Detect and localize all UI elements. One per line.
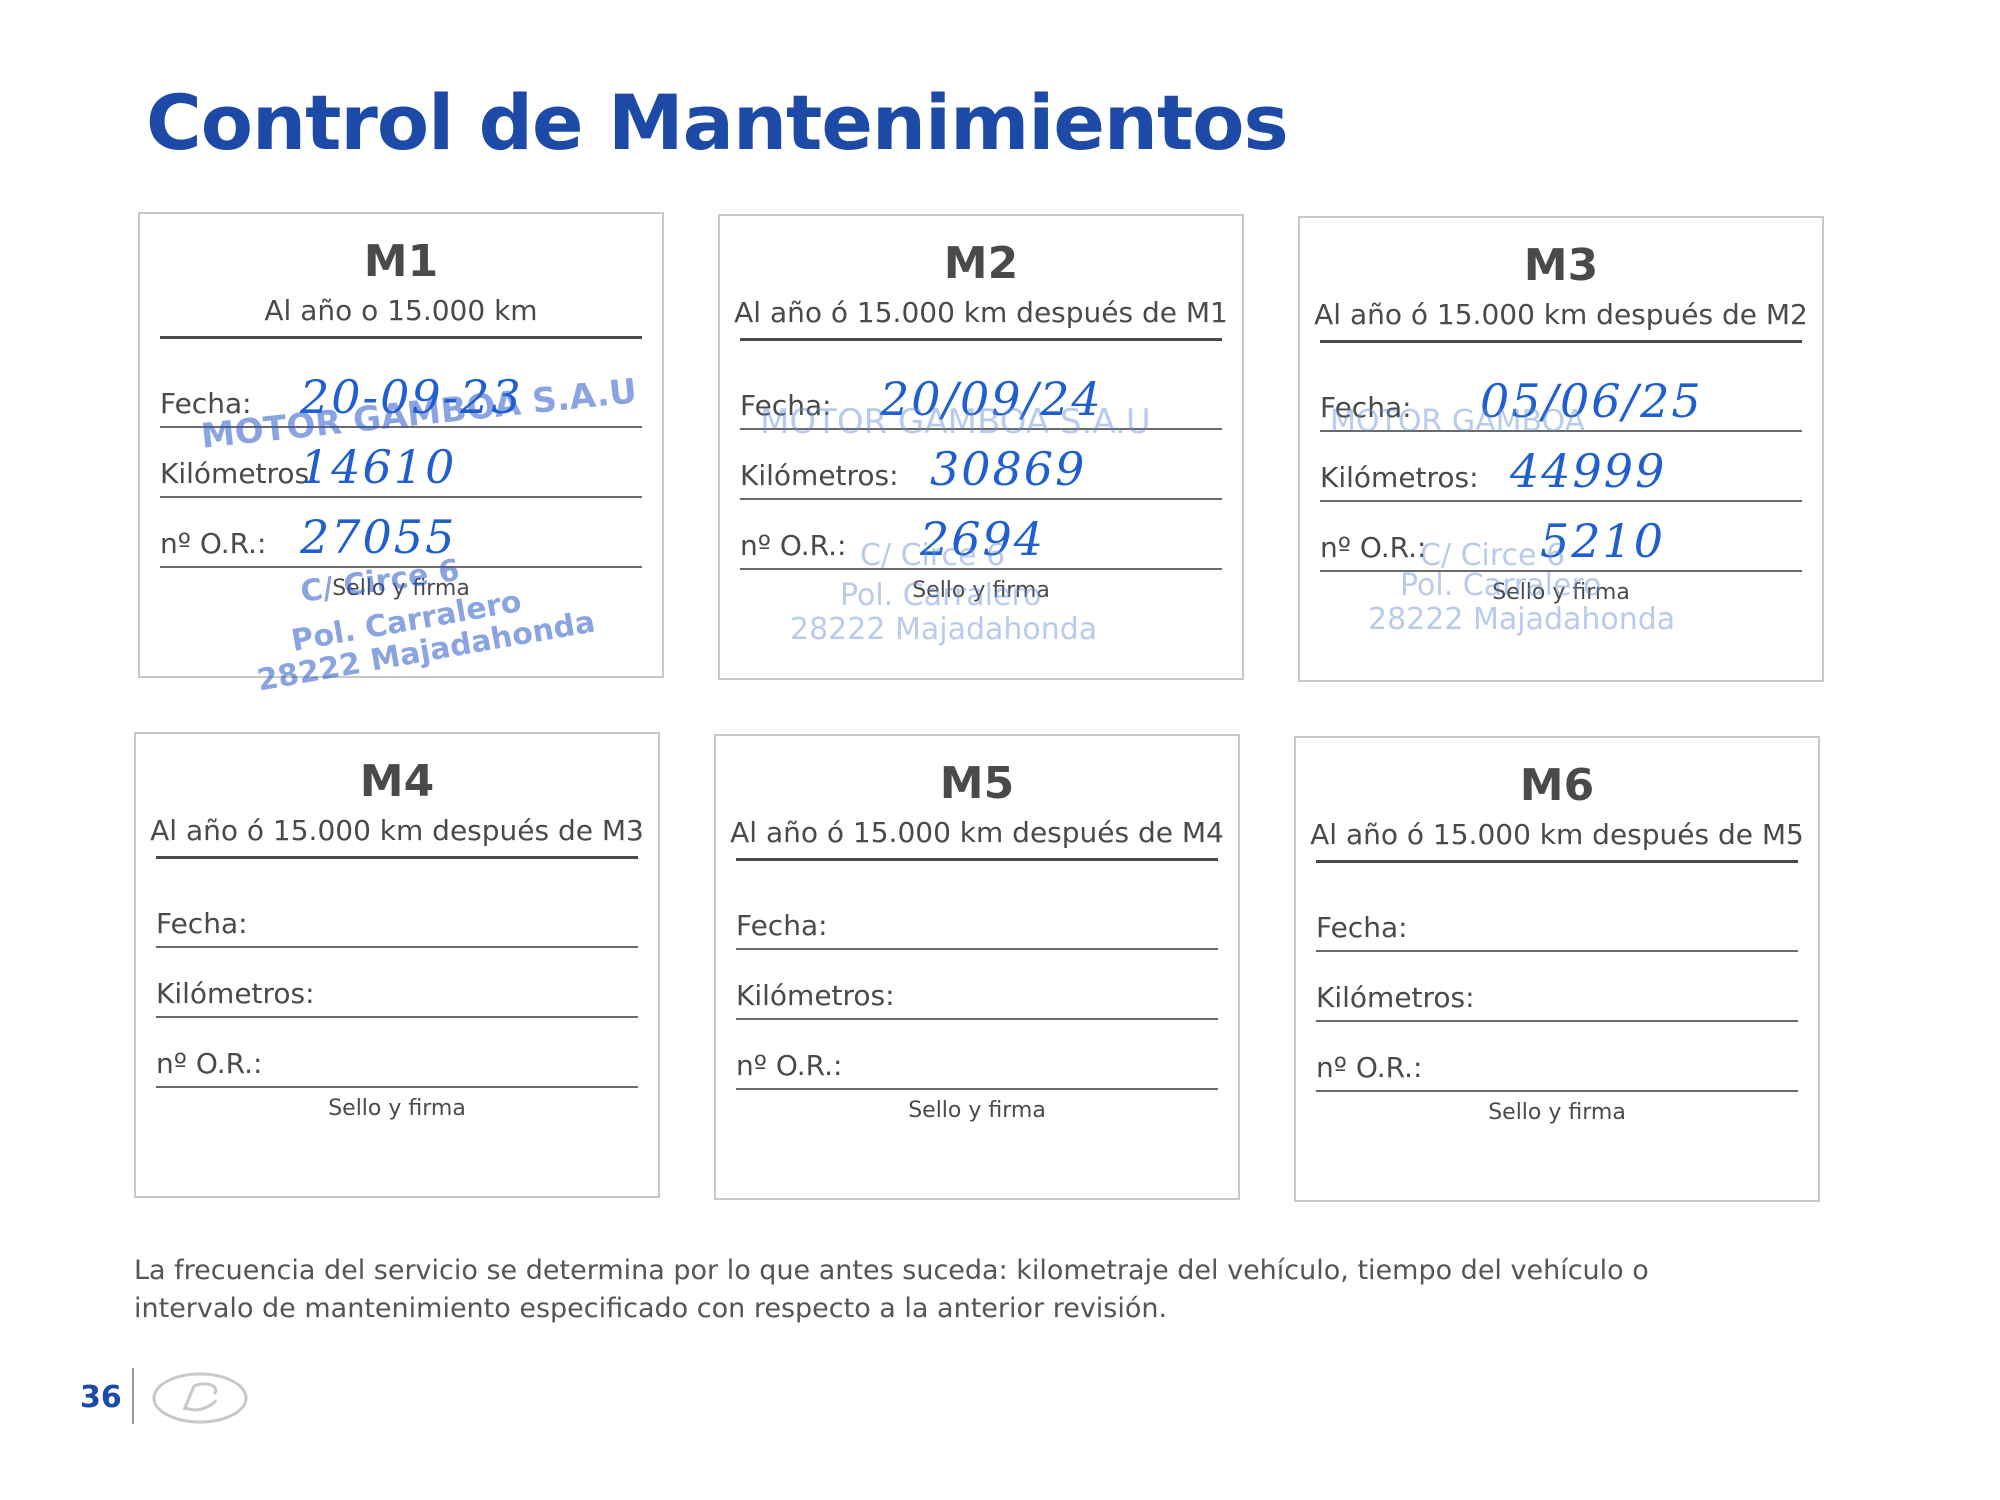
or-field[interactable]: nº O.R.: 5210 bbox=[1320, 500, 1802, 572]
maintenance-card-m6: M6 Al año ó 15.000 km después de M5 Fech… bbox=[1294, 736, 1820, 1202]
card-subtitle: Al año ó 15.000 km después de M5 bbox=[1310, 818, 1804, 851]
card-header-rule bbox=[160, 336, 642, 339]
kilometros-label: Kilómetros: bbox=[736, 979, 895, 1012]
kilometros-field[interactable]: Kilómetros: bbox=[156, 946, 638, 1018]
or-value: 2694 bbox=[920, 512, 1046, 566]
kilometros-value: 14610 bbox=[300, 440, 457, 494]
fecha-label: Fecha: bbox=[160, 387, 252, 420]
seal-label: Sello y firma bbox=[328, 1096, 466, 1121]
hyundai-logo-icon bbox=[150, 1370, 250, 1430]
card-header-rule bbox=[1320, 340, 1802, 343]
fecha-field[interactable]: Fecha: 05/06/25 bbox=[1320, 360, 1802, 432]
kilometros-field[interactable]: Kilómetros: 44999 bbox=[1320, 430, 1802, 502]
page-title: Control de Mantenimientos bbox=[146, 78, 1289, 167]
fecha-label: Fecha: bbox=[736, 909, 828, 942]
fecha-label: Fecha: bbox=[1316, 911, 1408, 944]
seal-label: Sello y firma bbox=[908, 1098, 1046, 1123]
seal-label: Sello y firma bbox=[1492, 580, 1630, 605]
kilometros-field[interactable]: Kilómetros: bbox=[736, 948, 1218, 1020]
or-value: 5210 bbox=[1540, 514, 1666, 568]
or-label: nº O.R.: bbox=[160, 527, 267, 560]
card-code: M2 bbox=[943, 238, 1019, 289]
card-code: M6 bbox=[1519, 760, 1595, 811]
fecha-label: Fecha: bbox=[1320, 391, 1412, 424]
card-subtitle: Al año ó 15.000 km después de M2 bbox=[1314, 298, 1808, 331]
seal-label: Sello y firma bbox=[332, 576, 470, 601]
card-header-rule bbox=[740, 338, 1222, 341]
footer-divider bbox=[132, 1368, 134, 1424]
fecha-field[interactable]: Fecha: 20/09/24 bbox=[740, 358, 1222, 430]
kilometros-label: Kilómetros: bbox=[156, 977, 315, 1010]
fecha-field[interactable]: Fecha: bbox=[736, 878, 1218, 950]
card-header-rule bbox=[156, 856, 638, 859]
fecha-label: Fecha: bbox=[156, 907, 248, 940]
dealer-stamp-line: 28222 Majadahonda bbox=[790, 612, 1098, 647]
kilometros-label: Kilómetros: bbox=[1316, 981, 1475, 1014]
kilometros-value: 30869 bbox=[930, 442, 1087, 496]
card-code: M1 bbox=[363, 236, 439, 287]
or-label: nº O.R.: bbox=[736, 1049, 843, 1082]
card-subtitle: Al año ó 15.000 km después de M3 bbox=[150, 814, 644, 847]
fecha-value: 20-09-23 bbox=[300, 370, 523, 424]
or-value: 27055 bbox=[300, 510, 457, 564]
fecha-field[interactable]: Fecha: bbox=[1316, 880, 1798, 952]
kilometros-value: 44999 bbox=[1510, 444, 1667, 498]
kilometros-label: Kilómetros: bbox=[160, 457, 319, 490]
page-number: 36 bbox=[80, 1380, 122, 1415]
card-code: M4 bbox=[359, 756, 435, 807]
maintenance-card-m3: M3 Al año ó 15.000 km después de M2 Fech… bbox=[1298, 216, 1824, 682]
or-label: nº O.R.: bbox=[740, 529, 847, 562]
dealer-stamp-line: 28222 Majadahonda bbox=[254, 604, 598, 699]
seal-label: Sello y firma bbox=[1488, 1100, 1626, 1125]
or-label: nº O.R.: bbox=[1320, 531, 1427, 564]
fecha-field[interactable]: Fecha: 20-09-23 bbox=[160, 356, 642, 428]
maintenance-card-m2: M2 Al año ó 15.000 km después de M1 Fech… bbox=[718, 214, 1244, 680]
card-code: M3 bbox=[1523, 240, 1599, 291]
kilometros-label: Kilómetros: bbox=[1320, 461, 1479, 494]
kilometros-field[interactable]: Kilómetros: 14610 bbox=[160, 426, 642, 498]
or-label: nº O.R.: bbox=[1316, 1051, 1423, 1084]
or-field[interactable]: nº O.R.: 27055 bbox=[160, 496, 642, 568]
dealer-stamp-line: 28222 Majadahonda bbox=[1368, 602, 1676, 637]
maintenance-card-m1: M1 Al año o 15.000 km Fecha: 20-09-23 Ki… bbox=[138, 212, 664, 698]
kilometros-field[interactable]: Kilómetros: bbox=[1316, 950, 1798, 1022]
seal-label: Sello y firma bbox=[912, 578, 1050, 603]
footnote: La frecuencia del servicio se determina … bbox=[134, 1255, 1649, 1324]
card-subtitle: Al año ó 15.000 km después de M4 bbox=[730, 816, 1224, 849]
or-label: nº O.R.: bbox=[156, 1047, 263, 1080]
kilometros-label: Kilómetros: bbox=[740, 459, 899, 492]
fecha-value: 05/06/25 bbox=[1480, 374, 1703, 428]
or-field[interactable]: nº O.R.: 2694 bbox=[740, 498, 1222, 570]
fecha-label: Fecha: bbox=[740, 389, 832, 422]
or-field[interactable]: nº O.R.: bbox=[736, 1018, 1218, 1090]
fecha-field[interactable]: Fecha: bbox=[156, 876, 638, 948]
card-header-rule bbox=[736, 858, 1218, 861]
card-subtitle: Al año o 15.000 km bbox=[264, 294, 538, 327]
card-code: M5 bbox=[939, 758, 1015, 809]
or-field[interactable]: nº O.R.: bbox=[1316, 1020, 1798, 1092]
or-field[interactable]: nº O.R.: bbox=[156, 1016, 638, 1088]
card-subtitle: Al año ó 15.000 km después de M1 bbox=[734, 296, 1228, 329]
fecha-value: 20/09/24 bbox=[880, 372, 1103, 426]
maintenance-card-m4: M4 Al año ó 15.000 km después de M3 Fech… bbox=[134, 732, 660, 1198]
maintenance-card-m5: M5 Al año ó 15.000 km después de M4 Fech… bbox=[714, 734, 1240, 1200]
card-header-rule bbox=[1316, 860, 1798, 863]
kilometros-field[interactable]: Kilómetros: 30869 bbox=[740, 428, 1222, 500]
